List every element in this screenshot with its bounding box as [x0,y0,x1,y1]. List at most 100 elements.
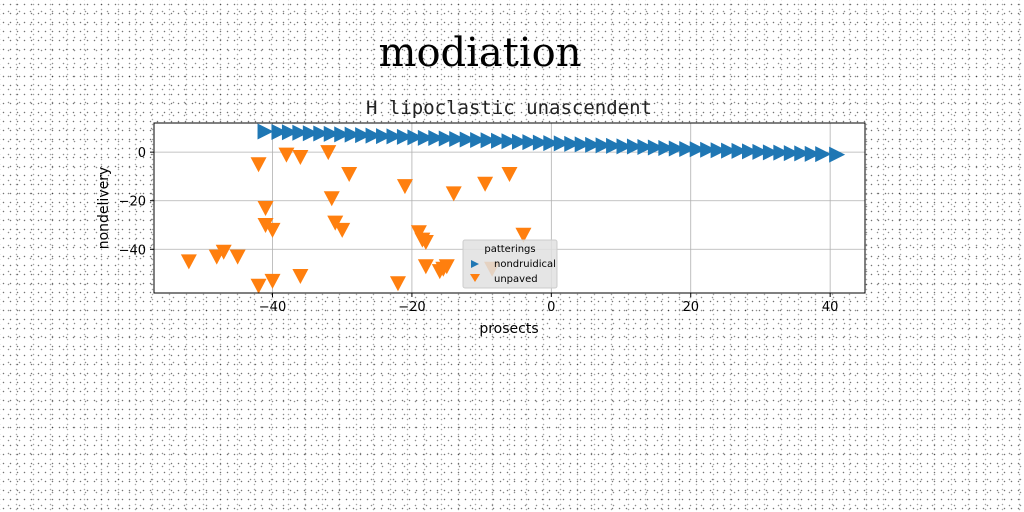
marker-unpaved [417,235,434,250]
y-axis-label: nondelivery [96,167,112,250]
marker-unpaved [292,269,309,284]
x-tick-label: −40 [259,300,286,315]
marker-unpaved [264,273,281,289]
marker-nondruidical [647,139,664,156]
marker-nondruidical [595,137,612,154]
chart-title: H lipoclastic unascendent [366,97,652,119]
y-tick-label: −20 [119,195,146,210]
x-tick-label: 20 [682,300,699,315]
marker-nondruidical [564,135,581,152]
marker-unpaved [215,244,232,260]
marker-nondruidical [522,134,539,151]
marker-nondruidical [417,129,434,146]
marker-unpaved [250,278,267,294]
marker-unpaved [389,276,406,292]
marker-nondruidical [815,146,832,163]
marker-nondruidical [679,140,696,157]
marker-unpaved [334,222,351,238]
marker-nondruidical [616,138,633,155]
marker-unpaved [250,157,267,173]
marker-nondruidical [281,124,298,141]
marker-nondruidical [829,146,846,163]
marker-nondruidical [344,126,361,143]
marker-nondruidical [491,132,508,149]
marker-nondruidical [480,132,497,149]
marker-unpaved [292,150,309,165]
marker-nondruidical [532,134,549,151]
marker-unpaved [257,201,274,216]
x-tick-label: 40 [822,300,839,315]
figure-title: modiation [379,30,582,76]
x-tick-label: 0 [547,300,555,315]
legend-label-unpaved: unpaved [494,274,538,285]
marker-nondruidical [376,128,393,145]
marker-unpaved [320,145,337,161]
marker-nondruidical [794,145,811,162]
marker-nondruidical [323,125,340,142]
legend: patterings nondruidical unpaved [462,239,558,289]
marker-nondruidical [783,145,800,162]
marker-unpaved [445,186,462,202]
marker-unpaved [180,254,197,270]
legend-marker-unpaved [470,274,480,282]
marker-nondruidical [257,123,274,140]
marker-nondruidical [438,130,455,147]
marker-nondruidical [658,140,675,157]
marker-nondruidical [428,130,445,147]
marker-nondruidical [334,126,351,143]
marker-nondruidical [365,127,382,144]
marker-nondruidical [543,135,560,152]
marker-unpaved [264,222,281,238]
marker-nondruidical [721,142,738,159]
legend-title: patterings [484,244,535,255]
marker-nondruidical [302,125,319,142]
marker-nondruidical [668,140,685,157]
marker-nondruidical [271,123,288,140]
marker-nondruidical [292,124,309,141]
marker-nondruidical [731,142,748,159]
legend-box [462,239,558,289]
x-axis-label: prosects [479,321,538,337]
marker-nondruidical [700,141,717,158]
marker-nondruidical [511,133,528,150]
marker-unpaved [417,259,434,275]
marker-nondruidical [606,137,623,154]
legend-marker-nondruidical [471,260,479,268]
marker-unpaved [396,179,413,195]
marker-nondruidical [553,135,570,152]
marker-unpaved [438,259,455,275]
marker-unpaved [323,191,340,207]
marker-nondruidical [459,131,476,148]
marker-unpaved [257,218,274,233]
marker-nondruidical [407,129,424,146]
data-markers [180,123,846,294]
x-tick-label: −20 [398,300,425,315]
marker-nondruidical [626,138,643,155]
legend-label-nondruidical: nondruidical [494,259,556,270]
y-tick-label: −40 [119,243,146,258]
marker-nondruidical [574,136,591,153]
marker-nondruidical [386,128,403,145]
marker-nondruidical [741,143,758,160]
marker-nondruidical [752,143,769,160]
marker-nondruidical [396,128,413,145]
y-tick-label: 0 [138,146,146,161]
marker-unpaved [477,176,494,192]
marker-nondruidical [773,144,790,161]
marker-unpaved [515,227,532,243]
marker-nondruidical [355,127,372,144]
marker-nondruidical [804,145,821,162]
axis-ticks: −40 −20 0 20 40 0 −20 −40 [119,146,839,315]
marker-nondruidical [449,131,466,148]
marker-unpaved [278,147,295,163]
plot-frame [153,122,866,294]
marker-unpaved [341,167,358,182]
marker-nondruidical [710,142,727,159]
marker-nondruidical [637,139,654,156]
marker-nondruidical [762,144,779,161]
marker-nondruidical [501,133,518,150]
marker-unpaved [501,167,518,182]
marker-nondruidical [313,125,330,142]
marker-nondruidical [585,136,602,153]
marker-nondruidical [470,132,487,148]
